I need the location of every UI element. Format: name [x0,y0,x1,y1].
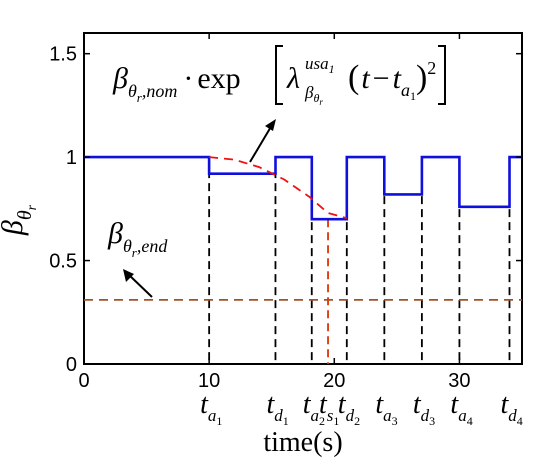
event-label-sub: a [383,406,392,425]
series-line-beta-step [84,155,522,221]
formula-t2-subsub: 1 [410,89,416,103]
formula-lambda-sub-subsub: r [319,97,323,107]
event-label-subsub: 1 [333,414,339,428]
end-label-subtail: ,end [137,236,168,256]
svg-text:βθr: βθr [304,83,323,107]
formula-lambda: λ [286,62,300,95]
event-label-subsub: 3 [429,414,435,428]
event-label: ta2 [303,389,325,428]
formula-beta-subtail: ,nom [142,81,178,101]
series-lines [84,155,522,301]
event-label-subsub: 4 [467,414,473,428]
event-label: ta3 [375,389,397,428]
x-axis-label: time(s) [263,427,342,458]
event-label-sub: a [458,406,467,425]
event-label-base: t [413,389,422,420]
y-tick-label: 1.5 [49,44,77,66]
svg-text:βθr: βθr [0,204,40,236]
event-label-subsub: 3 [392,414,398,428]
event-label-base: t [200,389,209,420]
y-label-sub: θ [14,210,36,220]
formula-dot: · [183,62,193,95]
y-tick-label: 0 [66,354,77,376]
event-label-sub: d [346,406,355,425]
event-label: ts1 [319,389,339,428]
y-label-subsub: r [25,204,40,210]
formula-beta: β [112,62,128,95]
event-label-subsub: 1 [283,414,289,428]
formula-left-bracket [275,45,283,105]
formula-lambda-sub: β [304,83,314,102]
formula-annotation: βθr,nom · exp λ usa1 βθr (t − ta1)2 [112,45,446,107]
event-label: td1 [266,389,288,428]
event-label-base: t [450,389,459,420]
end-arrow-line [127,273,153,298]
formula-beta-sub: θ [128,81,137,101]
plot-area: 0 10 20 30 0 0.5 1 1.5 [49,32,523,392]
y-label-beta: β [0,220,29,236]
plot-frame [83,32,523,365]
axis-ticks: 0 10 20 30 0 0.5 1 1.5 [49,33,522,392]
y-axis-label: βθr [0,204,40,236]
end-label-sub: θ [123,236,132,256]
formula-arrow-head [265,119,276,131]
y-tick-label: 0.5 [49,251,77,273]
formula-lambda-sub-sub: θ [313,91,319,105]
formula-beta-subsub: r [137,90,143,105]
svg-text:usa1: usa1 [305,54,335,76]
end-label-subsub: r [132,245,138,260]
formula-t2: t [393,62,402,95]
formula-right-bracket [438,45,446,105]
event-label: td2 [338,389,360,428]
formula-minus: − [373,62,390,95]
svg-text:βθr,end: βθr,end [107,217,168,260]
event-label-subsub: 4 [517,414,523,428]
event-label-base: t [338,389,347,420]
event-label-subsub: 2 [319,414,325,428]
event-label: ta1 [200,389,222,428]
svg-text:λ: λ [286,62,300,95]
event-label: ta4 [450,389,472,428]
series-line-nominal-decay [209,156,348,220]
formula-close-paren: ) [416,59,427,96]
formula-t2-sub: a [401,80,410,100]
formula-arrow-line [249,124,273,163]
end-arrow-head [123,269,134,282]
y-tick-label: 1 [66,147,77,169]
annotation-arrows [123,119,276,298]
x-tick-label: 10 [198,370,220,392]
x-tick-label: 30 [448,370,470,392]
formula-t: t [361,62,370,95]
event-label-base: t [319,389,328,420]
end-label-beta: β [107,217,123,250]
event-label-sub: a [208,406,217,425]
event-label-base: t [375,389,384,420]
event-label: td4 [500,389,522,428]
formula-open-paren: ( [348,59,359,96]
event-label-sub: s [327,406,334,425]
event-label-base: t [303,389,312,420]
svg-text:(t−ta1)2: (t − ta1)2 [348,58,436,103]
event-label-subsub: 2 [354,414,360,428]
x-tick-label: 20 [323,370,345,392]
x-tick-label: 0 [78,370,89,392]
event-label-sub: d [508,406,517,425]
event-markers [208,157,511,364]
event-label: td3 [413,389,435,428]
formula-lambda-sup-sub: 1 [329,62,335,76]
event-label-sub: d [421,406,430,425]
event-label-base: t [266,389,275,420]
event-label-base: t [500,389,509,420]
formula-lambda-sup: usa [305,54,329,73]
end-label-annotation: βθr,end [107,217,168,260]
svg-text:βθr,nom·exp: βθr,nom · exp [112,62,241,105]
event-label-subsub: 1 [216,414,222,428]
formula-power: 2 [427,58,436,78]
formula-exp: exp [197,62,240,95]
event-label-sub: a [311,406,320,425]
event-label-sub: d [274,406,283,425]
